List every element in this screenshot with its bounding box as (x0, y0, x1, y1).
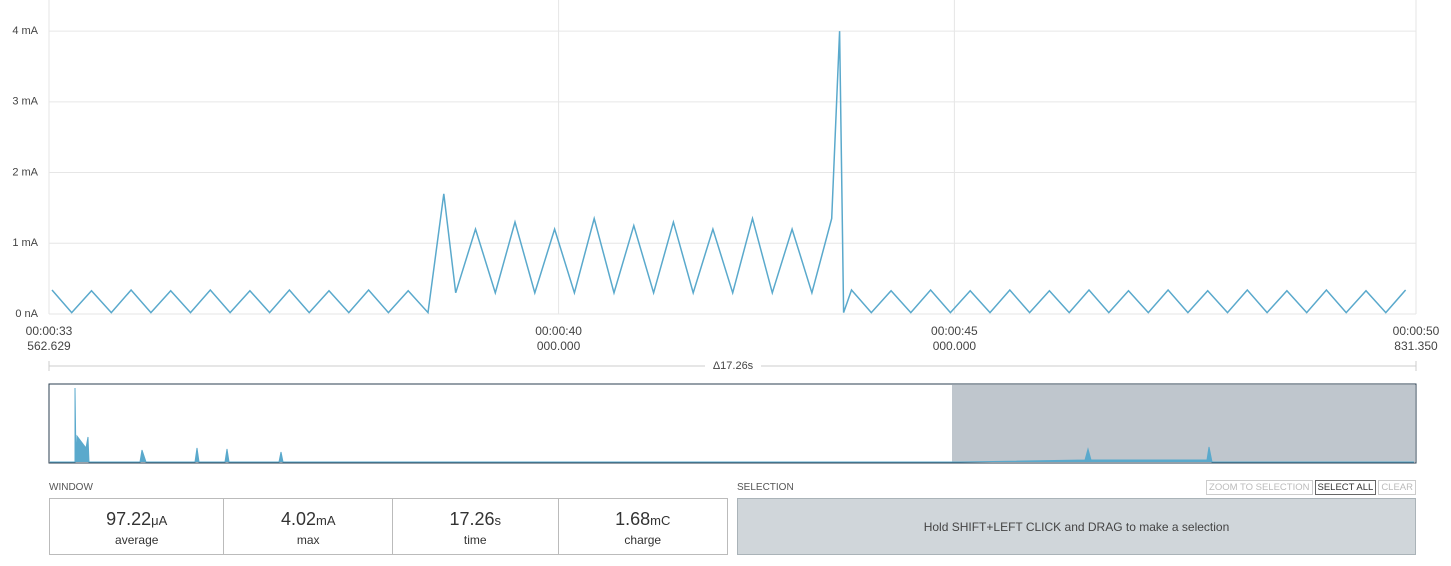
value: 1.68 (615, 509, 651, 529)
y-tick-label: 4 mA (12, 25, 38, 37)
window-title: WINDOW (49, 482, 93, 493)
select-all-button[interactable]: SELECT ALL (1314, 480, 1377, 495)
unit: s (494, 513, 502, 528)
stat: 4.02mA max (224, 499, 393, 554)
stat-value: 4.02mA (224, 509, 392, 530)
x-tick-label: 831.350 (1394, 339, 1438, 353)
unit: mA (316, 513, 336, 528)
stat-value: 97.22μA (50, 509, 223, 530)
stat-label: max (296, 533, 320, 547)
x-tick-label: 00:00:40 (535, 324, 582, 338)
span-label: Δ17.26s (713, 360, 754, 372)
stat: 97.22μA average (50, 499, 225, 554)
clear-button[interactable]: CLEAR (1378, 480, 1416, 495)
x-tick-label: 000.000 (537, 339, 581, 353)
unit: μA (151, 513, 168, 528)
y-tick-label: 0 nA (15, 308, 38, 320)
stat-label: time (463, 533, 487, 547)
x-tick-label: 000.000 (933, 339, 977, 353)
x-tick-label: 00:00:45 (931, 324, 978, 338)
stat-value: 1.68mC (559, 509, 728, 530)
selection-buttons: ZOOM TO SELECTION SELECT ALL CLEAR (1206, 480, 1416, 495)
x-tick-label: 562.629 (27, 339, 71, 353)
current-trace (51, 31, 1407, 315)
stat-label: charge (624, 533, 662, 547)
y-tick-label: 1 mA (12, 237, 38, 249)
y-tick-label: 2 mA (12, 166, 38, 178)
selection-box[interactable]: Hold SHIFT+LEFT CLICK and DRAG to make a… (737, 498, 1416, 555)
value: 4.02 (280, 509, 316, 529)
stat-value: 17.26s (393, 509, 558, 530)
overview-window[interactable] (952, 385, 1415, 462)
stat: 1.68mC charge (559, 499, 728, 554)
x-tick-label: 00:00:33 (26, 324, 73, 338)
zoom-button[interactable]: ZOOM TO SELECTION (1206, 480, 1313, 495)
value: 17.26 (449, 509, 495, 529)
selection-title: SELECTION (737, 482, 794, 493)
stat-label: average (115, 533, 159, 547)
overview-trace (50, 387, 1414, 463)
value: 97.22 (106, 509, 152, 529)
span-label-bg (705, 358, 761, 374)
stat: 17.26s time (393, 499, 559, 554)
unit: mC (650, 513, 671, 528)
y-tick-label: 3 mA (12, 96, 38, 108)
x-tick-label: 00:00:50 (1393, 324, 1440, 338)
window-stats: 97.22μA average 4.02mA max 17.26s time 1.68… (49, 498, 728, 555)
selection-message: Hold SHIFT+LEFT CLICK and DRAG to make a… (923, 519, 1230, 534)
chart: Δ17.26s 0 nA 1 mA 2 mA 3 mA 4 mA 00:00:33562.… (12, 0, 1440, 464)
